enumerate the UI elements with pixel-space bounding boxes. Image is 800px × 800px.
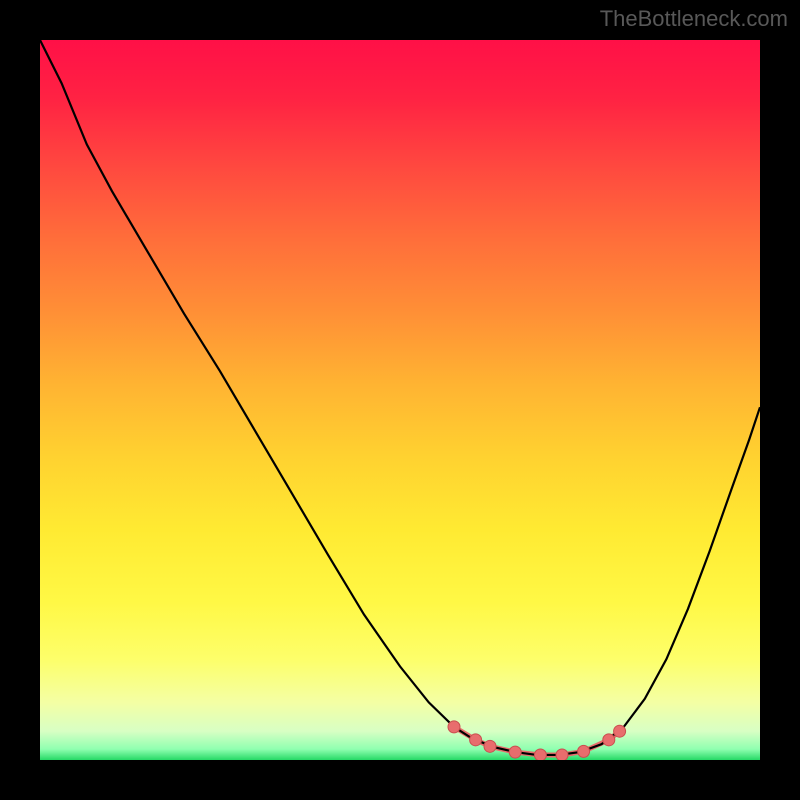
marker-point	[448, 721, 460, 733]
bottleneck-curve	[40, 40, 760, 760]
marker-point	[556, 749, 568, 760]
optimal-range-markers	[448, 721, 626, 760]
marker-point	[578, 745, 590, 757]
marker-point	[534, 749, 546, 760]
watermark-text: TheBottleneck.com	[600, 6, 788, 32]
marker-point	[614, 725, 626, 737]
marker-point	[509, 746, 521, 758]
marker-point	[484, 740, 496, 752]
marker-point	[470, 734, 482, 746]
marker-point	[603, 734, 615, 746]
bottleneck-line	[40, 40, 760, 755]
plot-area	[40, 40, 760, 760]
